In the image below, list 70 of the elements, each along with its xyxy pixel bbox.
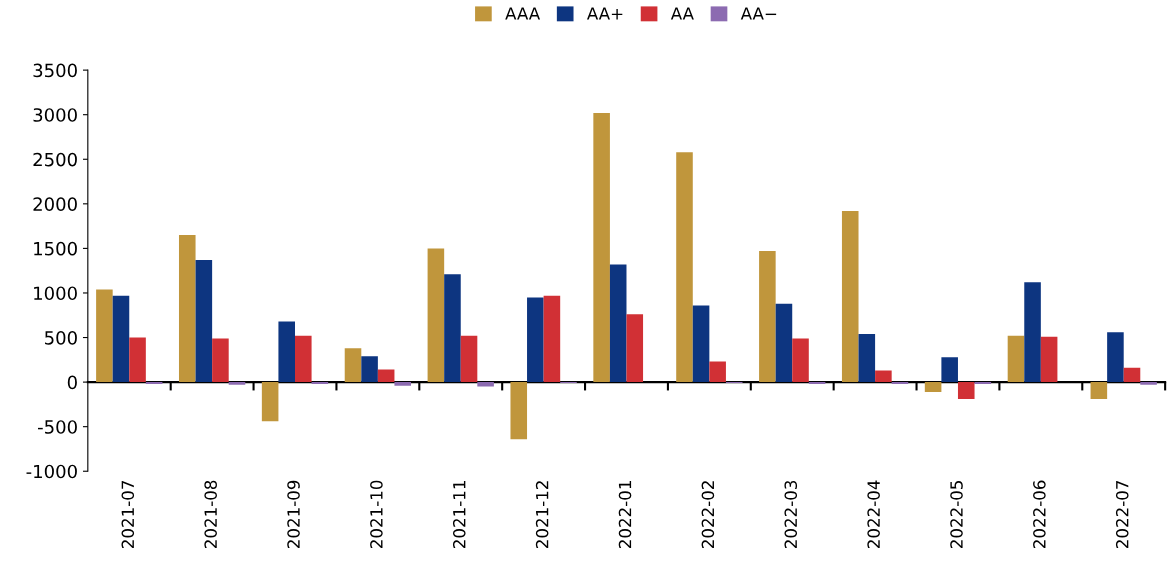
bar: [1107, 332, 1124, 383]
legend-label: AA+: [586, 7, 623, 20]
legend-label: AAA: [505, 7, 541, 20]
y-tick-label: 2000: [33, 197, 77, 211]
bar: [1024, 282, 1041, 383]
bar: [626, 314, 644, 383]
bar: [129, 337, 146, 383]
bar: [792, 338, 809, 383]
x-tick-label: 2021-11: [452, 481, 466, 548]
bar: [178, 235, 196, 383]
bar: [1090, 382, 1108, 400]
legend-label: AA: [670, 7, 694, 20]
y-tick-label: 0: [67, 375, 77, 390]
bar: [692, 305, 710, 383]
bar: [212, 338, 229, 383]
y-tick-label: 3000: [33, 108, 77, 122]
bar: [676, 152, 693, 383]
x-tick-label: 2022-06: [1033, 480, 1046, 548]
bar: [112, 295, 130, 383]
bar: [510, 382, 528, 440]
bar: [195, 259, 213, 383]
bar: [295, 335, 312, 383]
x-tick-label: 2022-02: [701, 481, 715, 548]
y-tick-label: 500: [45, 330, 77, 345]
x-tick-label: 2021-10: [370, 480, 383, 548]
x-tick-label: 2022-03: [784, 480, 798, 548]
bar: [858, 333, 876, 383]
bar: [759, 251, 776, 383]
bar: [1040, 336, 1058, 383]
bar: [775, 303, 793, 383]
bar: [427, 248, 445, 383]
legend-label: AA−: [740, 7, 777, 20]
x-tick-label: 2022-07: [1115, 481, 1129, 548]
bar: [460, 335, 478, 383]
bar: [344, 348, 362, 383]
bar: [96, 289, 113, 383]
bar: [1123, 367, 1141, 383]
bar: [709, 361, 726, 383]
bar: [841, 210, 859, 383]
bar: [444, 274, 461, 383]
x-tick-label: 2021-12: [535, 481, 549, 548]
x-tick-label: 2022-05: [950, 481, 963, 548]
bar: [278, 321, 295, 383]
bar: [609, 264, 627, 383]
bar: [593, 112, 610, 383]
y-tick-label: -500: [38, 420, 77, 434]
bar: [875, 370, 892, 383]
x-tick-label: 2021-08: [204, 480, 217, 548]
bar: [228, 382, 246, 385]
x-tick-label: 2022-04: [867, 480, 880, 548]
x-tick-label: 2021-09: [287, 480, 300, 548]
y-tick-label: 3500: [33, 63, 77, 78]
bar: [394, 382, 412, 386]
bar: [377, 369, 395, 383]
x-tick-label: 2021-07: [121, 481, 135, 548]
bar: [1140, 382, 1157, 385]
bar: [941, 357, 958, 383]
y-tick-label: -1000: [26, 464, 77, 479]
x-tick-label: 2022-01: [618, 481, 632, 548]
bar: [527, 297, 544, 383]
bar: [1007, 335, 1025, 383]
bar: [924, 382, 942, 392]
y-tick-label: 2500: [33, 152, 77, 167]
bar: [543, 295, 561, 383]
bar: [361, 356, 378, 383]
bar: [261, 382, 279, 422]
bar: [957, 382, 975, 400]
y-tick-label: 1500: [34, 241, 77, 256]
bar: [477, 382, 494, 387]
y-tick-label: 1000: [34, 286, 77, 301]
